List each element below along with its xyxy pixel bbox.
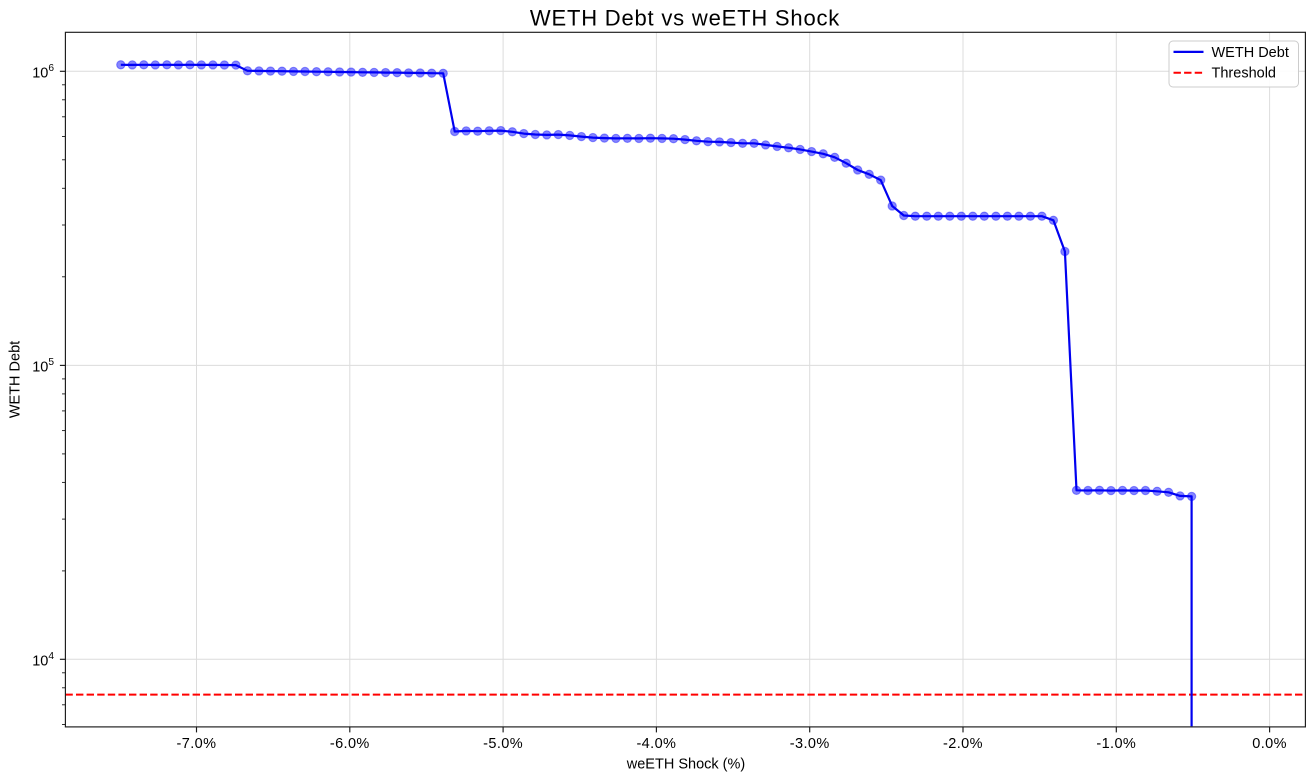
svg-text:Threshold: Threshold [1212,66,1276,82]
svg-text:-5.0%: -5.0% [483,736,523,752]
svg-text:0.0%: 0.0% [1252,736,1287,752]
svg-text:-7.0%: -7.0% [177,736,217,752]
svg-text:-3.0%: -3.0% [790,736,830,752]
svg-text:-6.0%: -6.0% [330,736,370,752]
svg-text:-2.0%: -2.0% [943,736,983,752]
svg-text:WETH Debt vs weETH Shock: WETH Debt vs weETH Shock [530,5,840,30]
svg-text:WETH Debt: WETH Debt [1212,45,1289,61]
svg-text:-4.0%: -4.0% [636,736,676,752]
svg-text:WETH Debt: WETH Debt [8,341,24,418]
svg-text:-1.0%: -1.0% [1096,736,1136,752]
svg-text:weETH Shock (%): weETH Shock (%) [626,757,745,773]
